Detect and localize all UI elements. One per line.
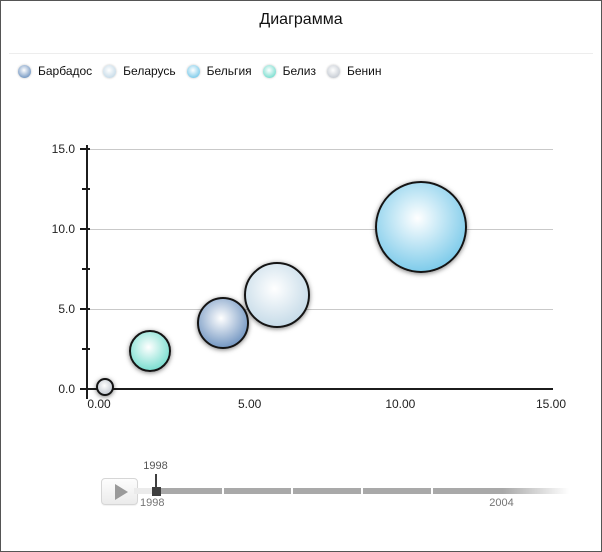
legend-swatch-icon xyxy=(262,64,276,78)
legend-item-label: Барбадос xyxy=(38,64,93,78)
legend-item[interactable]: Белиз xyxy=(262,64,316,78)
chart-bubble[interactable] xyxy=(196,297,249,350)
chart-bubble[interactable] xyxy=(243,261,310,328)
play-button[interactable] xyxy=(101,478,138,505)
y-minor-tick xyxy=(82,188,90,190)
gridline xyxy=(87,229,553,230)
end-year-label: 2004 xyxy=(489,497,514,509)
gridline xyxy=(87,309,553,310)
header-divider xyxy=(9,53,593,54)
y-tick-label: 15.0 xyxy=(51,142,75,156)
slider-stem xyxy=(155,474,157,488)
legend-swatch-icon xyxy=(103,64,117,78)
chart-bubble[interactable] xyxy=(375,181,468,274)
x-axis xyxy=(81,388,553,390)
legend-item-label: Беларусь xyxy=(123,64,176,78)
legend-item[interactable]: Беларусь xyxy=(103,64,176,78)
y-major-tick xyxy=(80,308,90,310)
play-icon xyxy=(114,483,128,500)
x-tick-label: 5.00 xyxy=(237,397,262,411)
y-tick-label: 5.0 xyxy=(58,302,75,316)
legend-swatch-icon xyxy=(327,64,340,78)
chart-bubble[interactable] xyxy=(96,378,115,397)
start-year-label: 1998 xyxy=(140,497,165,509)
x-tick-label: 0.00 xyxy=(87,397,111,411)
timeline-tick xyxy=(431,488,433,494)
y-minor-tick xyxy=(82,348,90,350)
slider-handle[interactable] xyxy=(152,487,161,496)
y-tick-label: 10.0 xyxy=(51,222,75,236)
timeline-tick xyxy=(291,488,293,494)
y-major-tick xyxy=(80,228,90,230)
legend-swatch-icon xyxy=(186,64,200,78)
legend-item-label: Бельгия xyxy=(206,64,252,78)
timeline-track-elapsed xyxy=(134,488,152,494)
gridline xyxy=(87,149,553,150)
timeline-tick xyxy=(361,488,363,494)
timeline-track-fade xyxy=(503,488,569,494)
x-tick-label: 15.00 xyxy=(535,397,567,411)
y-tick-label: 0.0 xyxy=(58,382,75,396)
y-axis xyxy=(86,145,88,399)
timeline-tick xyxy=(222,488,224,494)
legend-item[interactable]: Барбадос xyxy=(18,64,92,78)
current-year-label: 1998 xyxy=(143,460,168,472)
x-tick-label: 10.00 xyxy=(385,397,416,411)
timeline-track[interactable] xyxy=(134,488,503,494)
y-major-tick xyxy=(80,388,90,390)
y-minor-tick xyxy=(82,268,90,270)
legend-item-label: Бенин xyxy=(347,64,382,78)
legend-item[interactable]: Бельгия xyxy=(186,64,252,78)
legend: Барбадос Беларусь Бельгия Белиз Бенин xyxy=(18,64,382,78)
legend-item[interactable]: Бенин xyxy=(327,64,382,78)
chart-title: Диаграмма xyxy=(259,11,343,28)
chart-bubble[interactable] xyxy=(129,329,172,372)
legend-swatch-icon xyxy=(18,64,31,78)
y-major-tick xyxy=(80,148,90,150)
legend-item-label: Белиз xyxy=(282,64,316,78)
